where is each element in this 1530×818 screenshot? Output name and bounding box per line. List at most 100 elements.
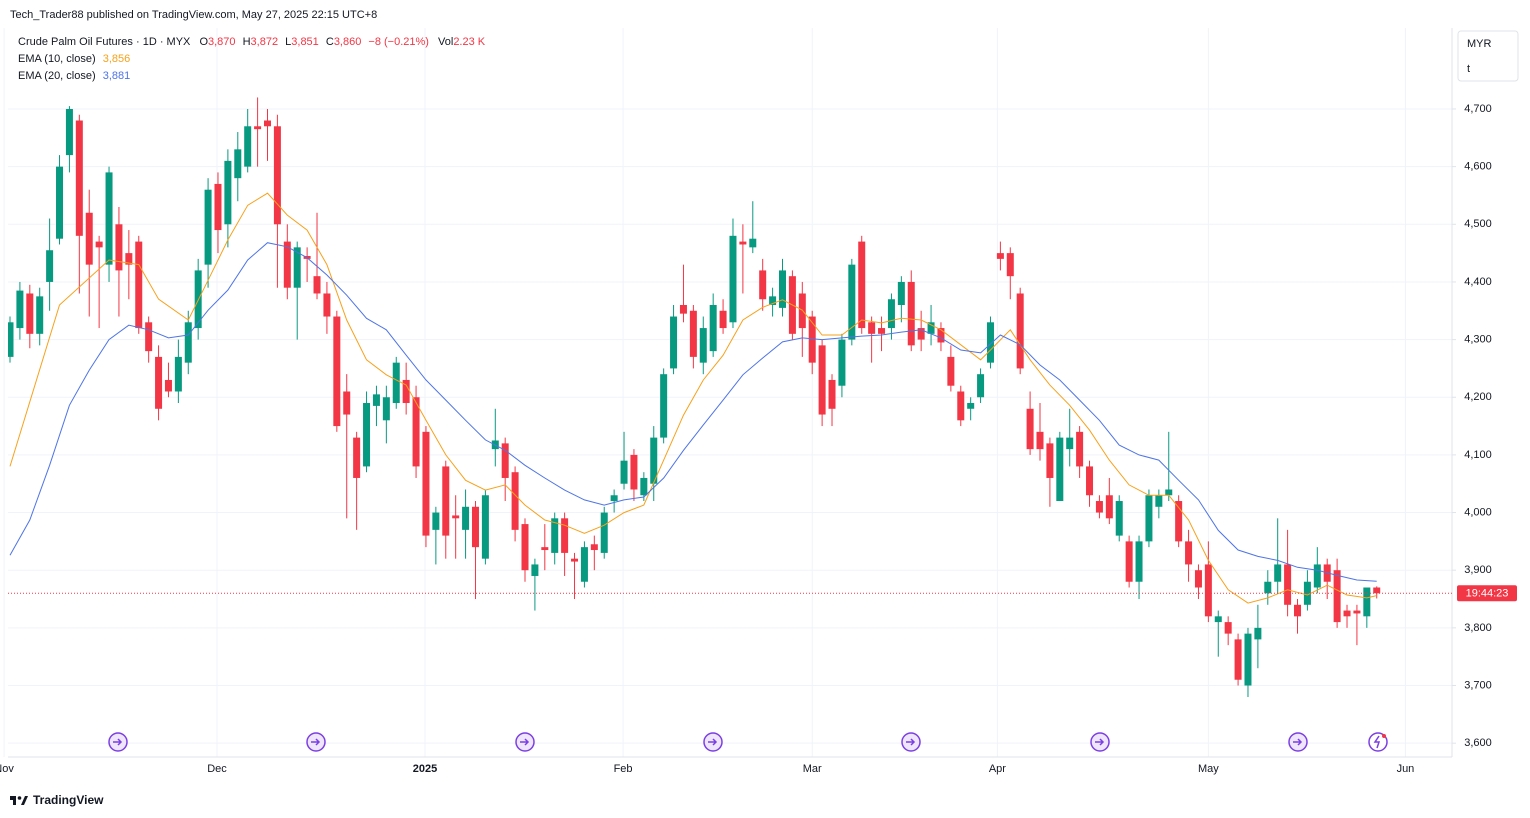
candle-body <box>1145 495 1153 542</box>
candle-body <box>541 547 549 551</box>
candle-body <box>462 506 470 530</box>
candle-body <box>660 374 668 438</box>
candle-body <box>521 524 529 571</box>
brand-logo <box>10 796 28 805</box>
candle-body <box>1135 541 1143 582</box>
candle-body <box>1353 610 1361 614</box>
candle-body <box>1373 587 1381 594</box>
candle-body <box>432 512 440 530</box>
symbol-title: Crude Palm Oil Futures · 1D · MYX <box>18 36 191 48</box>
candle-body <box>442 466 450 536</box>
candle-body <box>75 120 83 236</box>
candle-body <box>422 431 430 536</box>
candle-body <box>105 172 113 265</box>
candle-body <box>254 126 262 130</box>
candle-body <box>1244 633 1252 686</box>
event-icon[interactable] <box>306 732 326 752</box>
candle-body <box>353 437 361 478</box>
candle-body <box>8 322 14 357</box>
y-tick-label: 4,100 <box>1464 449 1492 461</box>
event-icon[interactable] <box>1368 732 1388 752</box>
candle-body <box>1264 581 1272 594</box>
y-tick-label: 3,800 <box>1464 622 1492 634</box>
readout-label: O <box>199 36 208 48</box>
candle-body <box>957 391 965 421</box>
attribution: Tech_Trader88 published on TradingView.c… <box>10 9 377 21</box>
readout-value: 3,872 <box>251 36 279 48</box>
candle-body <box>878 328 886 334</box>
candle-body <box>917 328 925 340</box>
candle-body <box>1234 639 1242 680</box>
candle-body <box>600 512 608 553</box>
candle-body <box>402 379 410 404</box>
y-tick-label: 4,000 <box>1464 506 1492 518</box>
candle-body <box>1254 627 1262 640</box>
candle-body <box>481 495 489 559</box>
candle-body <box>273 126 281 225</box>
candle-body <box>224 160 232 225</box>
unit-box[interactable] <box>1457 30 1519 82</box>
x-tick-label: Dec <box>207 763 227 775</box>
event-icon[interactable] <box>1288 732 1308 752</box>
brand: TradingView <box>33 793 104 807</box>
legend-value: 3,881 <box>103 70 131 82</box>
candle-body <box>244 126 252 167</box>
candle-body <box>1333 570 1341 623</box>
event-icons <box>108 732 1388 752</box>
candle-body <box>729 235 737 323</box>
y-tick-label: 3,900 <box>1464 564 1492 576</box>
candle-body <box>1165 489 1173 496</box>
volume-label: Vol <box>438 36 453 48</box>
event-icon[interactable] <box>1090 732 1110 752</box>
x-tick-label: 2025 <box>413 763 437 775</box>
readout-value: 3,851 <box>291 36 319 48</box>
candle-body <box>333 316 341 427</box>
y-tick-label: 4,700 <box>1464 103 1492 115</box>
event-icon[interactable] <box>901 732 921 752</box>
candle-body <box>323 293 331 317</box>
candle-body <box>1175 501 1183 542</box>
candle-body <box>650 437 658 484</box>
candle-body <box>65 108 73 156</box>
legend-ema20: EMA (20, close) 3,881 <box>18 70 130 82</box>
candle-body <box>709 305 717 352</box>
legend-value: 3,856 <box>103 53 131 65</box>
candle-body <box>590 544 598 551</box>
candle-body <box>1214 616 1222 623</box>
event-icon[interactable] <box>108 732 128 752</box>
candle-body <box>471 506 479 548</box>
event-icon[interactable] <box>515 732 535 752</box>
candle-body <box>1313 564 1321 588</box>
plot-area <box>8 97 1452 698</box>
candle-body <box>858 241 866 329</box>
candle-body <box>452 515 460 519</box>
candle-body <box>719 310 727 329</box>
candle-body <box>46 250 54 282</box>
candle-body <box>164 379 172 392</box>
ema-line <box>9 242 1377 582</box>
candle-body <box>531 564 539 576</box>
candle-body <box>26 293 34 334</box>
candle-body <box>610 495 618 502</box>
readout-value: 3,860 <box>334 36 362 48</box>
candle-body <box>1194 570 1202 588</box>
candle-body <box>947 356 955 386</box>
candle-body <box>1076 431 1084 467</box>
candle-body <box>620 460 628 484</box>
candle-body <box>85 212 93 265</box>
countdown-tag <box>1457 585 1517 602</box>
candle-body <box>630 454 638 490</box>
candle-body <box>937 328 945 343</box>
candle-body <box>1026 408 1034 450</box>
candle-body <box>372 394 380 406</box>
candle-body <box>1066 437 1074 450</box>
candle-body <box>1086 466 1094 496</box>
readout-label: L <box>285 36 291 48</box>
candle-body <box>749 238 757 248</box>
currency: MYR <box>1467 38 1492 50</box>
candle-body <box>363 403 371 467</box>
readout-value: 3,870 <box>208 36 236 48</box>
candle-body <box>699 328 707 363</box>
event-icon[interactable] <box>703 732 723 752</box>
candle-body <box>283 241 291 288</box>
